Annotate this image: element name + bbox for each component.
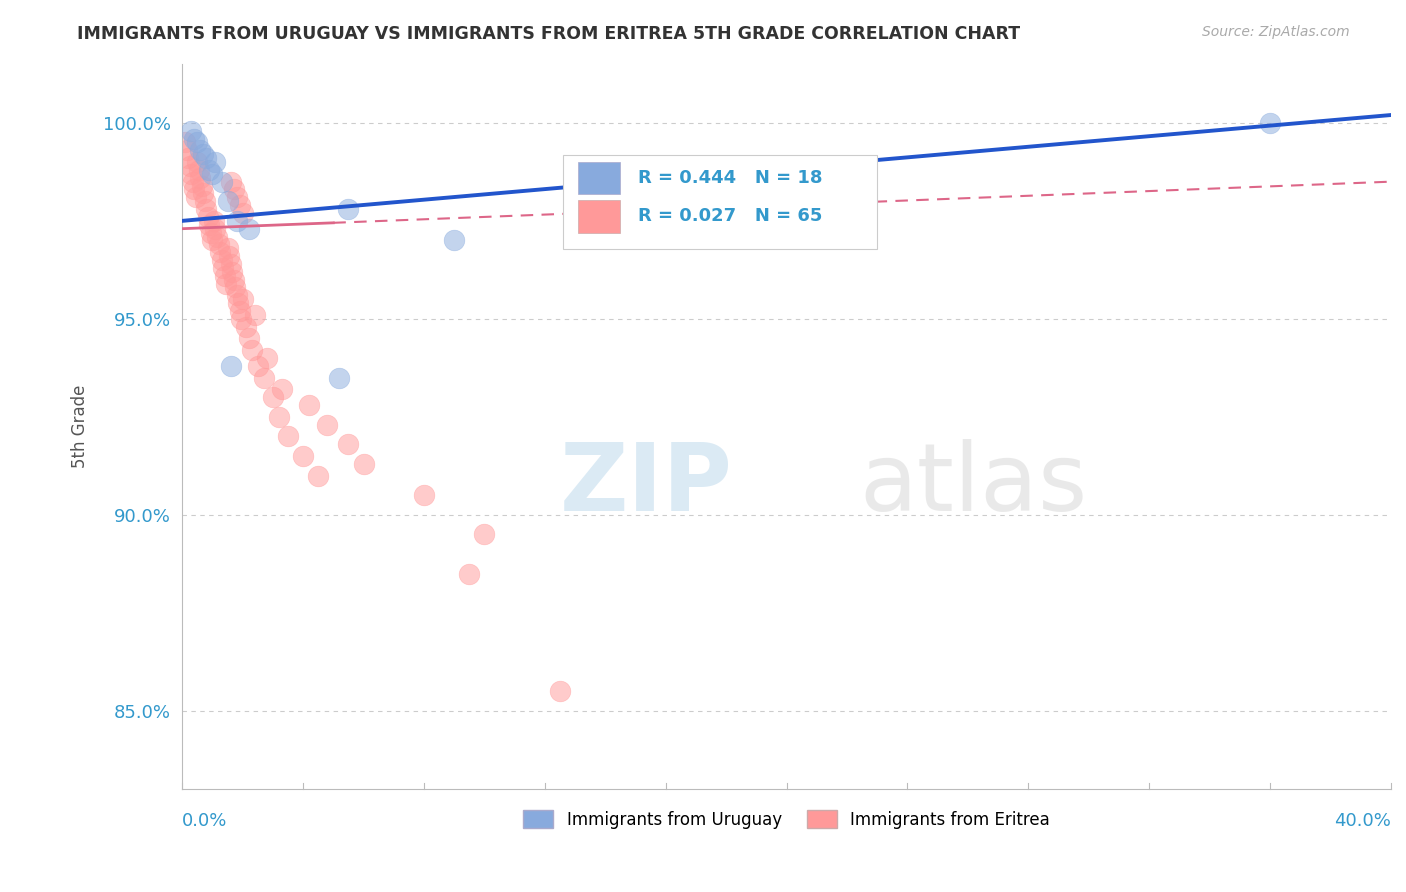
Point (195, 151, 218, 165)
Point (474, 527, 496, 541)
Point (217, 241, 239, 255)
Point (176, 143, 198, 157)
Point (232, 292, 254, 306)
Point (231, 311, 253, 326)
Point (353, 457, 375, 471)
Point (225, 190, 247, 204)
Point (190, 170, 212, 185)
Point (228, 304, 250, 318)
Point (292, 449, 315, 463)
FancyBboxPatch shape (578, 200, 620, 233)
Text: ZIP: ZIP (560, 439, 733, 531)
Point (195, 202, 218, 216)
Point (180, 124, 202, 138)
Point (548, 684, 571, 698)
Point (207, 237, 229, 252)
Text: Source: ZipAtlas.com: Source: ZipAtlas.com (1202, 25, 1350, 39)
Point (228, 198, 250, 212)
Point (337, 202, 360, 216)
Point (208, 245, 231, 260)
Point (198, 162, 221, 177)
Point (218, 249, 240, 263)
Point (187, 162, 209, 177)
Point (202, 214, 225, 228)
Point (177, 151, 200, 165)
Point (181, 175, 204, 189)
Point (214, 268, 236, 283)
Point (222, 182, 245, 196)
Point (413, 488, 436, 502)
Point (197, 210, 219, 224)
Point (225, 214, 247, 228)
Point (191, 178, 214, 193)
Point (221, 265, 243, 279)
Point (1258, 116, 1281, 130)
Point (186, 155, 208, 169)
Point (219, 175, 242, 189)
Point (225, 288, 247, 302)
Point (232, 206, 254, 220)
Point (316, 417, 339, 432)
FancyBboxPatch shape (562, 154, 877, 249)
Text: 0.0%: 0.0% (183, 812, 228, 830)
Point (194, 194, 217, 209)
Point (238, 221, 260, 235)
Point (262, 390, 284, 404)
Point (307, 468, 329, 483)
Point (243, 308, 266, 322)
Y-axis label: 5th Grade: 5th Grade (72, 385, 89, 468)
Point (174, 136, 197, 150)
Point (190, 143, 212, 157)
Point (179, 159, 201, 173)
Point (212, 260, 235, 275)
Text: IMMIGRANTS FROM URUGUAY VS IMMIGRANTS FROM ERITREA 5TH GRADE CORRELATION CHART: IMMIGRANTS FROM URUGUAY VS IMMIGRANTS FR… (77, 25, 1021, 43)
Point (186, 136, 208, 150)
Point (238, 331, 260, 345)
Point (180, 167, 202, 181)
Text: R = 0.444   N = 18: R = 0.444 N = 18 (638, 169, 823, 187)
Point (193, 147, 215, 161)
Point (204, 221, 226, 235)
Point (201, 234, 224, 248)
Point (219, 257, 242, 271)
Point (253, 370, 276, 384)
Point (211, 175, 233, 189)
Point (217, 194, 239, 209)
Point (443, 234, 465, 248)
Point (337, 437, 360, 451)
Point (193, 186, 215, 201)
Point (267, 409, 290, 424)
Point (246, 359, 269, 373)
Point (235, 319, 257, 334)
Point (219, 359, 242, 373)
Point (183, 131, 205, 145)
Point (205, 229, 228, 244)
Point (277, 429, 299, 443)
Point (226, 296, 249, 310)
Text: atlas: atlas (859, 439, 1087, 531)
Point (201, 167, 224, 181)
Point (298, 398, 321, 412)
Text: 40.0%: 40.0% (1334, 812, 1391, 830)
Text: R = 0.027   N = 65: R = 0.027 N = 65 (638, 207, 823, 226)
Point (215, 277, 238, 291)
Point (200, 226, 222, 240)
Point (211, 253, 233, 268)
Point (256, 351, 278, 365)
Point (458, 566, 481, 581)
Point (184, 190, 207, 204)
Point (240, 343, 263, 358)
Point (271, 383, 294, 397)
FancyBboxPatch shape (578, 161, 620, 194)
Point (224, 280, 246, 294)
Legend: Immigrants from Uruguay, Immigrants from Eritrea: Immigrants from Uruguay, Immigrants from… (516, 804, 1056, 835)
Point (183, 182, 205, 196)
Point (204, 155, 226, 169)
Point (222, 273, 245, 287)
Point (328, 370, 350, 384)
Point (198, 218, 221, 232)
